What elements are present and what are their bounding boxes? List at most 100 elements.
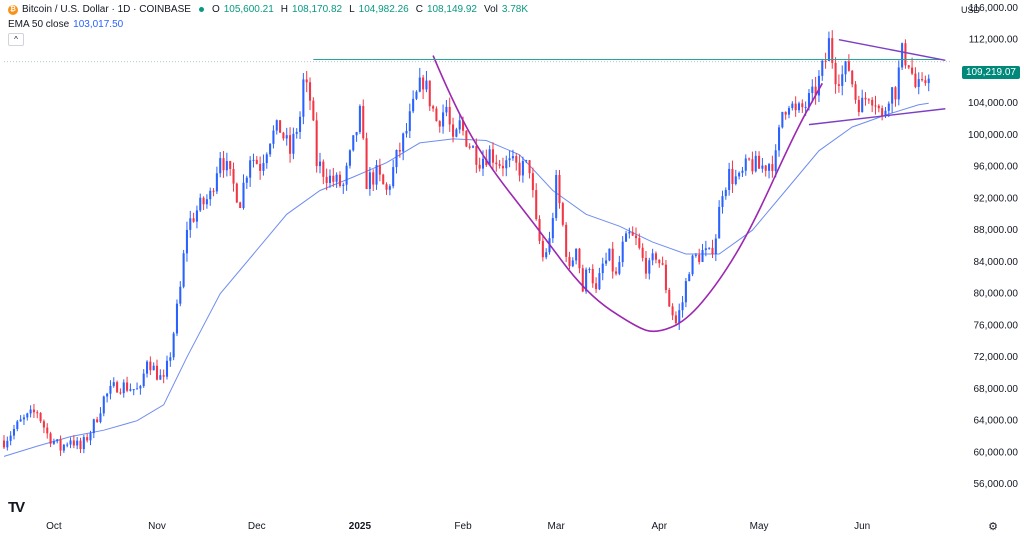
market-open-icon bbox=[198, 7, 204, 12]
candle-body-up bbox=[488, 149, 491, 166]
bitcoin-logo-icon: ₿ bbox=[8, 4, 18, 15]
volume-key: Vol bbox=[484, 4, 498, 15]
candle-body-down bbox=[801, 103, 804, 108]
candle-body-up bbox=[245, 177, 248, 183]
candle-body-down bbox=[325, 176, 328, 183]
y-tick-label: 56,000.00 bbox=[974, 479, 1019, 490]
tradingview-logo-icon[interactable]: TV bbox=[8, 499, 25, 516]
x-tick-label: Apr bbox=[652, 521, 668, 532]
candle-body-down bbox=[212, 190, 215, 192]
symbol-title[interactable]: Bitcoin / U.S. Dollar · 1D · COINBASE bbox=[22, 4, 191, 15]
symbol-header[interactable]: ₿ Bitcoin / U.S. Dollar · 1D · COINBASE … bbox=[8, 4, 531, 15]
candle-body-up bbox=[342, 184, 345, 186]
candle-body-up bbox=[292, 133, 295, 154]
candle-body-down bbox=[615, 271, 618, 274]
candle-body-up bbox=[778, 127, 781, 151]
candle-body-down bbox=[79, 440, 82, 450]
candle-body-up bbox=[442, 112, 445, 127]
candle-body-up bbox=[728, 168, 731, 190]
candle-body-up bbox=[26, 413, 29, 418]
candle-body-up bbox=[225, 161, 228, 171]
candle-body-up bbox=[402, 133, 405, 152]
candle-body-down bbox=[904, 43, 907, 66]
candle-body-down bbox=[192, 218, 195, 222]
candle-body-down bbox=[365, 138, 368, 189]
candle-body-up bbox=[112, 382, 115, 386]
candle-body-down bbox=[854, 84, 857, 100]
candle-body-up bbox=[139, 386, 142, 389]
candle-body-down bbox=[914, 73, 917, 87]
candle-body-down bbox=[924, 80, 927, 84]
candle-body-up bbox=[708, 247, 711, 249]
candle-body-up bbox=[175, 303, 178, 334]
open-value: 105,600.21 bbox=[223, 4, 274, 15]
candle-body-up bbox=[265, 154, 268, 164]
currency-selector[interactable]: USD bbox=[960, 5, 980, 15]
candle-body-down bbox=[907, 65, 910, 68]
candle-body-up bbox=[205, 199, 208, 205]
candle-body-down bbox=[428, 80, 431, 107]
y-tick-label: 116,000.00 bbox=[969, 3, 1019, 14]
candle-body-up bbox=[521, 161, 524, 176]
candle-body-up bbox=[395, 150, 398, 168]
candle-body-down bbox=[784, 111, 787, 115]
ema-legend[interactable]: EMA 50 close 103,017.50 bbox=[8, 19, 123, 30]
candle-body-down bbox=[595, 283, 598, 290]
candle-body-up bbox=[481, 158, 485, 169]
collapse-legend-button[interactable]: ^ bbox=[8, 33, 24, 46]
candle-body-up bbox=[368, 172, 371, 189]
candle-body-down bbox=[398, 150, 401, 152]
high-value: 108,170.82 bbox=[292, 4, 343, 15]
candle-body-down bbox=[235, 183, 238, 203]
candle-body-up bbox=[754, 155, 757, 172]
candle-body-down bbox=[116, 382, 119, 393]
candle-body-up bbox=[787, 108, 791, 115]
candle-body-down bbox=[661, 263, 664, 265]
triangle-lower-line bbox=[808, 108, 946, 126]
candle-body-down bbox=[671, 306, 674, 316]
candle-body-up bbox=[302, 79, 305, 117]
close-value: 108,149.92 bbox=[426, 4, 477, 15]
candle-body-down bbox=[2, 440, 6, 448]
candle-body-down bbox=[59, 439, 62, 451]
candle-body-down bbox=[202, 197, 205, 205]
candle-body-up bbox=[66, 444, 69, 446]
candle-body-up bbox=[102, 396, 105, 414]
candle-body-up bbox=[99, 413, 102, 422]
ema-50-line bbox=[3, 102, 929, 457]
candle-body-up bbox=[455, 129, 458, 137]
candle-body-up bbox=[189, 218, 192, 230]
candle-body-down bbox=[282, 132, 285, 139]
candle-body-up bbox=[917, 79, 920, 87]
candle-body-down bbox=[881, 108, 884, 117]
candle-body-up bbox=[821, 60, 824, 76]
gear-icon[interactable]: ⚙ bbox=[988, 521, 998, 533]
candle-body-up bbox=[262, 163, 265, 171]
candle-body-up bbox=[249, 160, 252, 178]
y-tick-label: 84,000.00 bbox=[974, 257, 1019, 268]
candle-body-down bbox=[851, 70, 854, 85]
candle-body-up bbox=[605, 260, 608, 264]
y-tick-label: 96,000.00 bbox=[974, 162, 1019, 173]
candle-body-up bbox=[82, 437, 85, 450]
candle-body-up bbox=[678, 310, 681, 323]
candle-body-up bbox=[335, 174, 338, 182]
candle-body-down bbox=[814, 86, 817, 96]
candle-body-up bbox=[146, 361, 149, 374]
candle-body-down bbox=[279, 120, 282, 133]
candle-body-up bbox=[884, 110, 887, 117]
candle-body-up bbox=[252, 159, 255, 161]
candle-body-down bbox=[894, 87, 897, 100]
x-tick-label: Nov bbox=[148, 521, 166, 532]
candle-body-down bbox=[561, 203, 564, 225]
y-tick-label: 76,000.00 bbox=[974, 320, 1019, 331]
candle-body-down bbox=[462, 120, 465, 131]
candle-body-up bbox=[348, 150, 351, 166]
candle-body-up bbox=[172, 333, 175, 358]
candle-body-down bbox=[501, 165, 504, 169]
candle-body-up bbox=[405, 130, 408, 134]
candle-body-up bbox=[129, 389, 132, 391]
candle-body-up bbox=[358, 106, 361, 133]
